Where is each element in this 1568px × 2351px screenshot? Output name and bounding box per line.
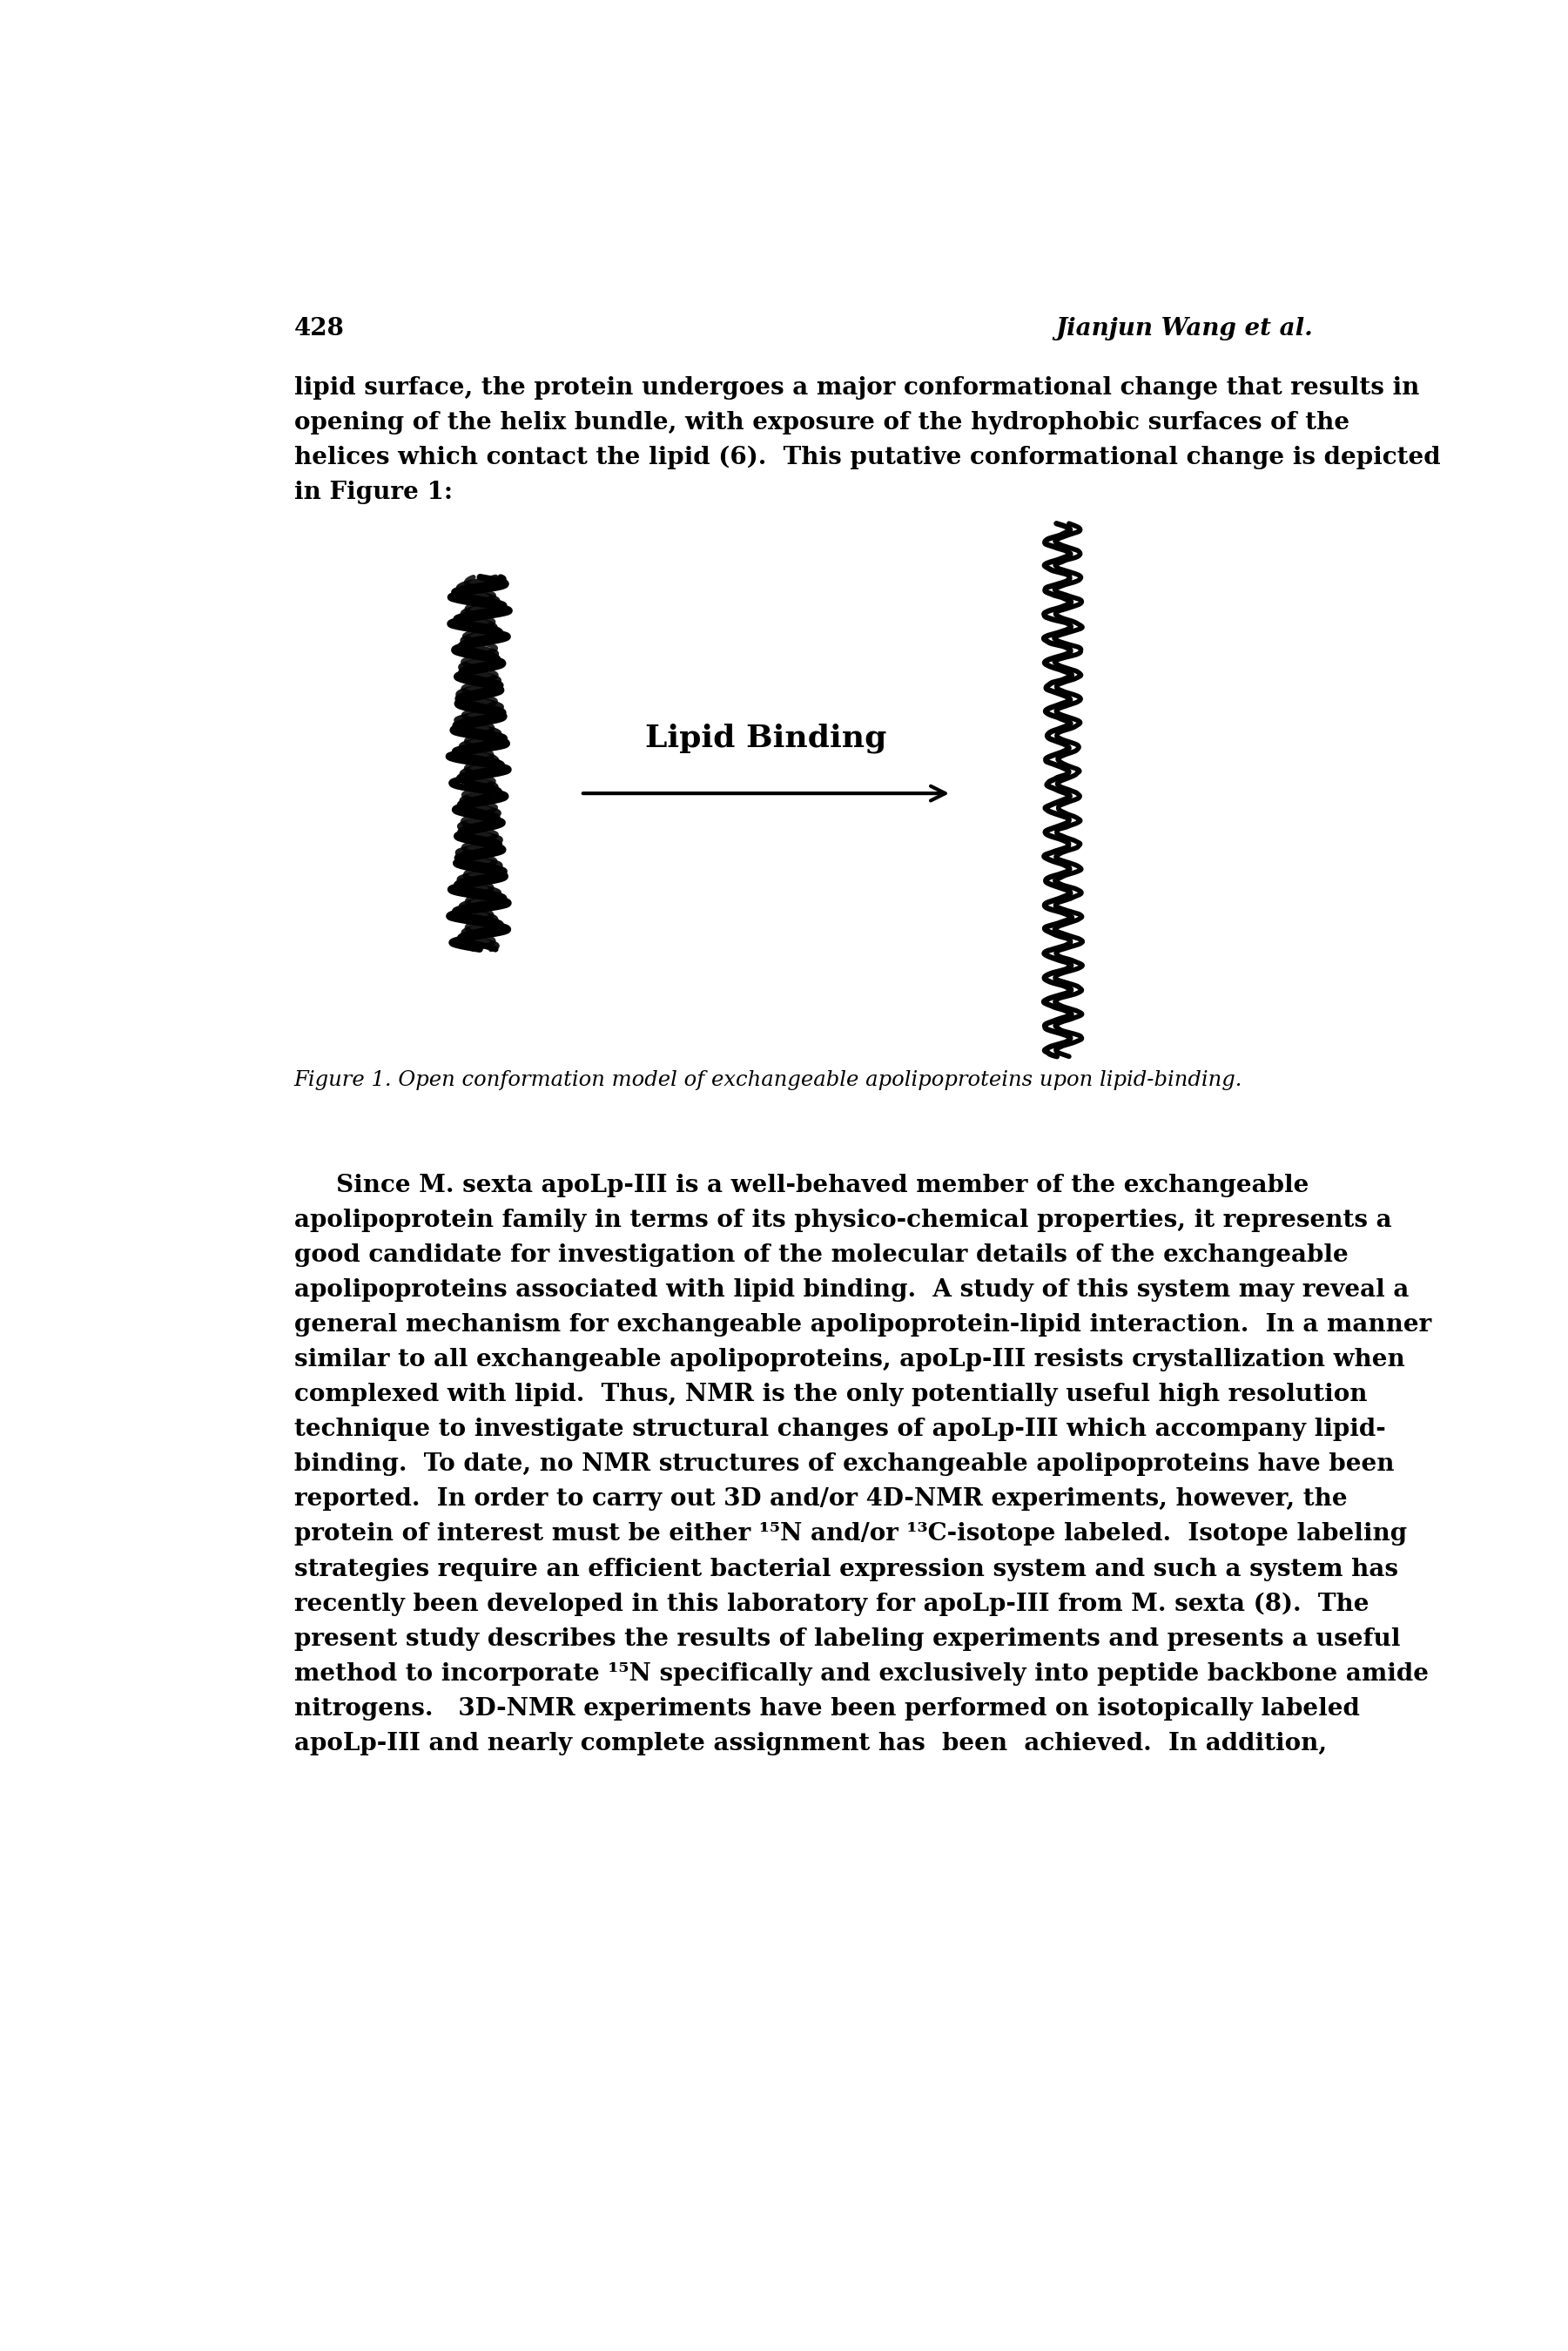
Text: apolipoproteins associated with lipid binding.  A study of this system may revea: apolipoproteins associated with lipid bi… bbox=[293, 1279, 1408, 1302]
Text: reported.  In order to carry out 3D and/or 4D-NMR experiments, however, the: reported. In order to carry out 3D and/o… bbox=[293, 1488, 1347, 1512]
Text: apoLp-III and nearly complete assignment has  been  achieved.  In addition,: apoLp-III and nearly complete assignment… bbox=[293, 1733, 1327, 1756]
Text: strategies require an efficient bacterial expression system and such a system ha: strategies require an efficient bacteria… bbox=[293, 1556, 1397, 1580]
Text: 428: 428 bbox=[293, 317, 345, 341]
Text: present study describes the results of labeling experiments and presents a usefu: present study describes the results of l… bbox=[293, 1627, 1400, 1650]
Text: binding.  To date, no NMR structures of exchangeable apolipoproteins have been: binding. To date, no NMR structures of e… bbox=[293, 1453, 1394, 1476]
Text: apolipoprotein family in terms of its physico-chemical properties, it represents: apolipoprotein family in terms of its ph… bbox=[293, 1208, 1391, 1232]
Text: technique to investigate structural changes of apoLp-III which accompany lipid-: technique to investigate structural chan… bbox=[293, 1418, 1386, 1441]
Text: in Figure 1:: in Figure 1: bbox=[293, 480, 452, 503]
Text: helices which contact the lipid (6).  This putative conformational change is dep: helices which contact the lipid (6). Thi… bbox=[293, 447, 1439, 470]
Text: similar to all exchangeable apolipoproteins, apoLp-III resists crystallization w: similar to all exchangeable apolipoprote… bbox=[293, 1347, 1405, 1371]
Text: recently been developed in this laboratory for apoLp-III from M. sexta (8).  The: recently been developed in this laborato… bbox=[293, 1592, 1369, 1615]
Text: complexed with lipid.  Thus, NMR is the only potentially useful high resolution: complexed with lipid. Thus, NMR is the o… bbox=[293, 1382, 1367, 1406]
Text: good candidate for investigation of the molecular details of the exchangeable: good candidate for investigation of the … bbox=[293, 1244, 1348, 1267]
Text: lipid surface, the protein undergoes a major conformational change that results : lipid surface, the protein undergoes a m… bbox=[293, 376, 1419, 400]
Text: Jianjun Wang et al.: Jianjun Wang et al. bbox=[1055, 317, 1314, 341]
Text: protein of interest must be either ¹⁵N and/or ¹³C-isotope labeled.  Isotope labe: protein of interest must be either ¹⁵N a… bbox=[293, 1523, 1406, 1547]
Text: Figure 1. Open conformation model of exchangeable apolipoproteins upon lipid-bin: Figure 1. Open conformation model of exc… bbox=[293, 1070, 1242, 1091]
Text: general mechanism for exchangeable apolipoprotein-lipid interaction.  In a manne: general mechanism for exchangeable apoli… bbox=[293, 1314, 1432, 1338]
Text: nitrogens.   3D-NMR experiments have been performed on isotopically labeled: nitrogens. 3D-NMR experiments have been … bbox=[293, 1697, 1359, 1721]
Text: method to incorporate ¹⁵N specifically and exclusively into peptide backbone ami: method to incorporate ¹⁵N specifically a… bbox=[293, 1662, 1428, 1686]
Text: opening of the helix bundle, with exposure of the hydrophobic surfaces of the: opening of the helix bundle, with exposu… bbox=[293, 411, 1348, 435]
Text: Lipid Binding: Lipid Binding bbox=[646, 724, 887, 752]
Text: Since M. sexta apoLp-III is a well-behaved member of the exchangeable: Since M. sexta apoLp-III is a well-behav… bbox=[293, 1173, 1308, 1197]
